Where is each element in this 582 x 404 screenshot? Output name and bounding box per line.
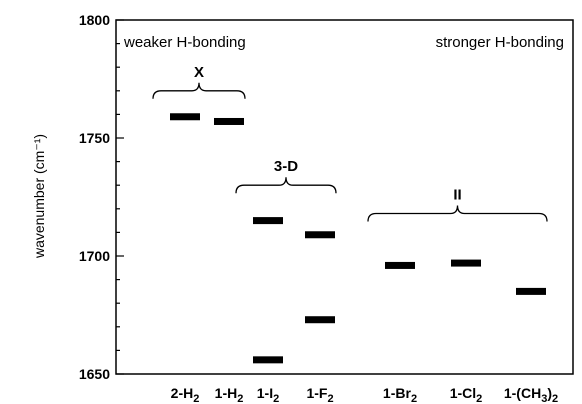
data-points <box>170 113 546 364</box>
annotation-weaker: weaker H-bonding <box>123 34 246 51</box>
data-point <box>385 261 415 269</box>
y-tick-label: 1750 <box>79 130 110 146</box>
x-category-label: 1-Cl2 <box>450 385 483 404</box>
data-point <box>305 316 335 324</box>
y-axis-label: wavenumber (cm⁻¹) <box>31 134 47 259</box>
x-category-label: 2-H2 <box>171 385 200 404</box>
data-point <box>214 117 244 125</box>
data-point <box>253 217 283 225</box>
x-category-label: 1-F2 <box>306 385 333 404</box>
x-category-label: 1-I2 <box>257 385 279 404</box>
y-tick-label: 1800 <box>79 12 110 28</box>
x-category-label: 1-H2 <box>215 385 244 404</box>
data-point <box>305 231 335 239</box>
data-point <box>516 287 546 295</box>
group-label: II <box>453 187 461 204</box>
group-label: X <box>194 64 204 81</box>
x-category-label: 1-(CH3)2 <box>504 385 558 404</box>
y-ticks: 1650 1700 1750 1800 <box>79 12 124 382</box>
plot-frame <box>115 19 574 375</box>
y-tick-label: 1650 <box>79 366 110 382</box>
group-brace <box>235 177 337 194</box>
data-point <box>253 356 283 364</box>
group-brace <box>152 82 246 99</box>
x-category-label: 1-Br2 <box>383 385 417 404</box>
annotation-stronger: stronger H-bonding <box>436 34 564 51</box>
groups: X 3-D II <box>152 64 548 222</box>
group-brace <box>367 205 548 222</box>
y-tick-label: 1700 <box>79 248 110 264</box>
x-category-labels: 2-H2 1-H2 1-I2 1-F2 1-Br2 1-Cl2 1-(CH3)2 <box>171 385 558 404</box>
data-point <box>451 259 481 267</box>
group-label: 3-D <box>274 158 298 175</box>
axes <box>115 19 574 375</box>
data-point <box>170 113 200 121</box>
